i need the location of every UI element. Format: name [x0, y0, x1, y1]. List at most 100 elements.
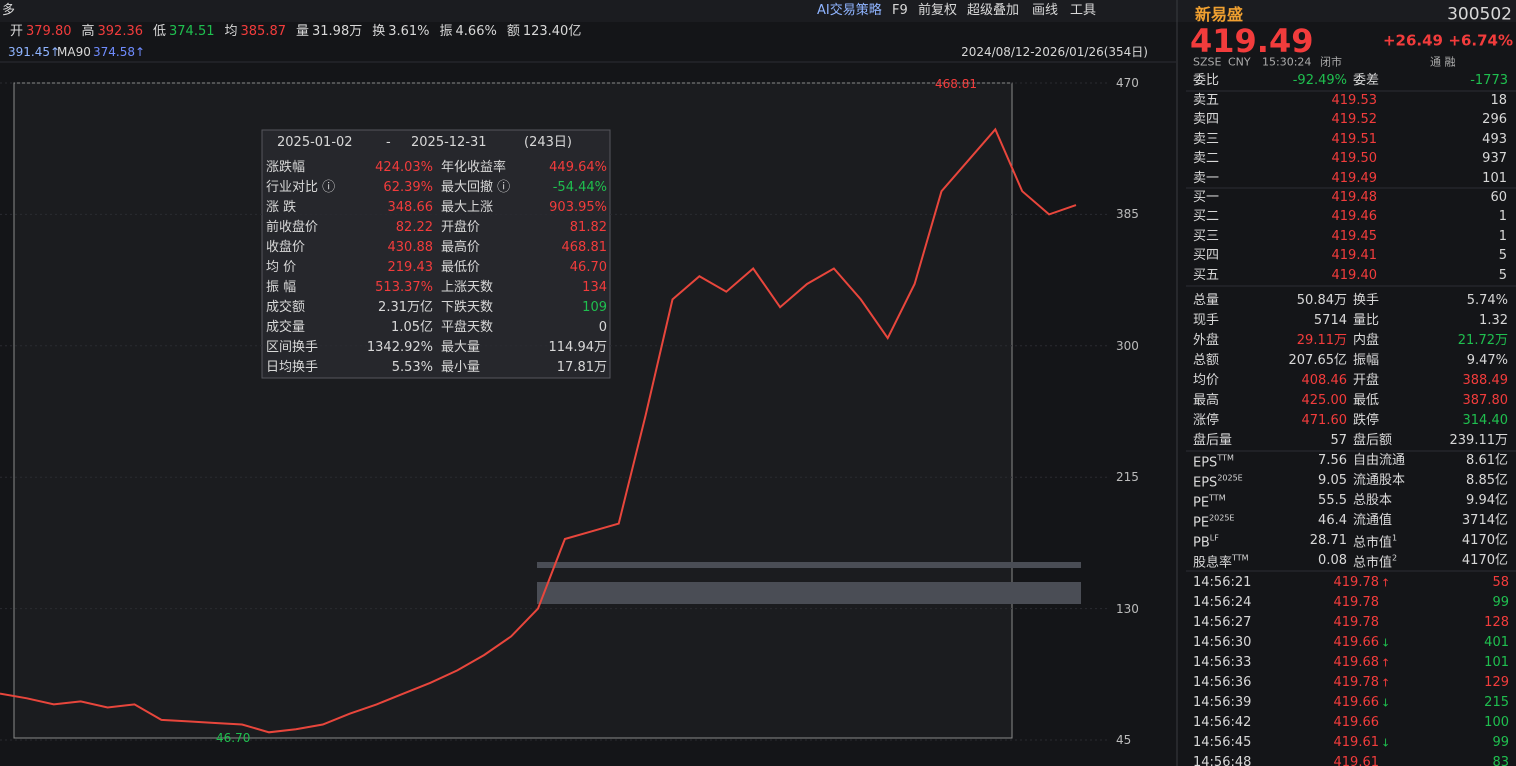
book-price: 419.53 [1331, 93, 1378, 108]
stat-value: 1342.92% [366, 340, 433, 355]
book-volume: 1 [1498, 228, 1507, 244]
tick-volume: 83 [1492, 755, 1509, 766]
stat-label: EPS2025E [1193, 473, 1243, 491]
stat-label: 前收盘价 [266, 220, 319, 235]
quote-value: 123.40亿 [522, 24, 582, 39]
stat-value: 29.11万 [1296, 333, 1347, 348]
stat-value: 46.4 [1318, 513, 1347, 528]
tick-volume: 401 [1484, 635, 1509, 650]
market-status: 闭市 [1320, 55, 1342, 69]
tick-time: 14:56:36 [1193, 675, 1252, 690]
toolbar-button[interactable]: 超级叠加 [967, 3, 1020, 18]
tick-time: 14:56:39 [1193, 695, 1252, 710]
date-range: 2024/08/12-2026/01/26(354日) [961, 45, 1148, 59]
tick-volume: 99 [1492, 735, 1509, 750]
stat-label: 流通股本 [1353, 473, 1406, 488]
superscript: LF [1209, 533, 1219, 543]
stat-value: 82.22 [395, 220, 433, 235]
start-date[interactable]: 2025-01-02 [277, 135, 353, 150]
stat-value: 28.71 [1309, 533, 1347, 548]
price-line [0, 127, 1077, 734]
mode-label: 多 [2, 3, 16, 18]
stat-value: 468.81 [561, 240, 608, 255]
stat-value: 50.84万 [1296, 293, 1347, 308]
toolbar-button[interactable]: 画线 [1032, 3, 1059, 18]
tick-arrow: ↑ [1381, 676, 1391, 690]
book-volume: 937 [1482, 151, 1507, 167]
y-tick-label: 470 [1116, 76, 1139, 90]
ma-label: MA90 [57, 45, 91, 59]
exchange: SZSE [1193, 55, 1222, 69]
change-percent: +6.74% [1448, 31, 1513, 50]
stat-label: 盘后量 [1193, 433, 1233, 448]
tick-arrow: ↑ [1381, 656, 1391, 670]
stat-value: 0.08 [1318, 553, 1347, 568]
tick-time: 14:56:30 [1193, 635, 1252, 650]
toolbar-button[interactable]: AI交易策略 [817, 3, 882, 18]
stat-label: 总市值2 [1353, 553, 1398, 571]
stat-value: 239.11万 [1449, 433, 1509, 448]
quote-label: 额 [506, 24, 520, 39]
label: 委差 [1353, 73, 1380, 88]
book-price: 419.48 [1331, 190, 1378, 205]
book-level: 卖二 [1193, 151, 1220, 167]
book-volume: 5 [1498, 267, 1507, 283]
quote-value: 31.98万 [312, 24, 363, 39]
stat-label: 总市值1 [1353, 533, 1398, 551]
book-level: 买五 [1193, 267, 1220, 283]
end-date[interactable]: 2025-12-31 [411, 135, 487, 150]
tick-price: 419.78 [1333, 615, 1380, 630]
stat-label: 成交量 [266, 320, 306, 335]
book-price: 419.45 [1331, 228, 1378, 244]
value: -92.49% [1292, 73, 1347, 88]
stat-label: 上涨天数 [441, 280, 494, 295]
stat-value: 57 [1330, 433, 1347, 448]
stat-value: 1.32 [1479, 313, 1508, 328]
trade-flags: 通 融 [1430, 55, 1456, 69]
stat-label: 换手 [1353, 293, 1380, 308]
toolbar-button[interactable]: 工具 [1070, 3, 1097, 18]
quote-label: 开 [10, 24, 24, 39]
stat-label: 最小量 [441, 360, 481, 375]
stat-label: 涨 跌 [266, 200, 297, 215]
value: -1773 [1470, 73, 1508, 88]
stat-value: 430.88 [387, 240, 434, 255]
y-tick-label: 45 [1116, 733, 1132, 747]
book-level: 买三 [1193, 228, 1220, 244]
tick-price: 419.68 [1333, 655, 1380, 670]
stat-label: 区间换手 [266, 340, 319, 355]
book-price: 419.41 [1331, 248, 1378, 264]
tick-price: 419.61 [1333, 755, 1380, 766]
book-level: 买一 [1193, 190, 1220, 205]
stat-value: 5714 [1313, 313, 1347, 328]
superscript: 1 [1392, 533, 1398, 543]
quote-value: 4.66% [455, 24, 497, 39]
tick-volume: 215 [1484, 695, 1509, 710]
tick-volume: 99 [1492, 595, 1509, 610]
stat-value: 408.46 [1301, 373, 1348, 388]
superscript: 2025E [1209, 513, 1235, 523]
book-volume: 101 [1482, 170, 1507, 186]
quote-label: 高 [81, 24, 95, 39]
quote-value: 379.80 [26, 24, 72, 39]
book-price: 419.52 [1331, 112, 1378, 128]
quote-value: 374.51 [169, 24, 215, 39]
stock-name: 新易盛 [1195, 5, 1244, 24]
stat-label: 开盘 [1353, 373, 1380, 388]
quote-time: 15:30:24 [1262, 55, 1312, 69]
stat-value: 46.70 [569, 260, 607, 275]
quote-label: 均 [224, 24, 238, 39]
stat-label: 总量 [1193, 293, 1220, 308]
stat-value: 471.60 [1301, 413, 1348, 428]
stat-value: 55.5 [1318, 493, 1347, 508]
stat-value: 3714亿 [1461, 513, 1508, 528]
stat-label: 最低 [1353, 393, 1380, 408]
toolbar-button[interactable]: F9 [892, 3, 908, 18]
stat-value: 109 [582, 300, 607, 315]
stat-value: 348.66 [387, 200, 434, 215]
separator: - [386, 135, 391, 150]
toolbar-button[interactable]: 前复权 [918, 3, 958, 18]
stat-value: 5.53% [391, 360, 433, 375]
stat-label: 涨停 [1193, 413, 1220, 428]
price-change: +26.49 [1382, 31, 1443, 50]
